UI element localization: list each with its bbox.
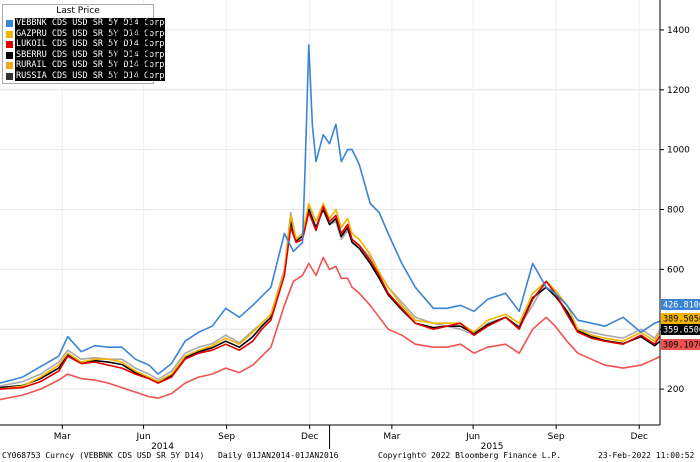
series-line-3 <box>0 208 661 389</box>
footer-range: Daily 01JAN2014-01JAN2016 <box>218 451 339 460</box>
x-tick-label: Jun <box>136 432 151 442</box>
last-value-tag <box>661 324 700 335</box>
last-value-tag <box>661 339 700 350</box>
legend-swatch-gazpru <box>6 30 13 38</box>
legend-swatch-rurail <box>6 62 13 69</box>
legend-item-lukoil: LUKOIL CDS USD SR 5Y D14 Corp 377.2300 <box>5 39 166 50</box>
last-value-tag-label: 309.1070 <box>663 341 700 351</box>
y-tick-label: 1200 <box>667 86 690 96</box>
x-year-label: 2014 <box>151 442 174 449</box>
legend-title: Last Price <box>56 6 100 16</box>
footer-timestamp: 23-Feb-2022 11:00:52 <box>598 451 695 460</box>
legend-name-vebbnk: VEBBNK CDS USD SR 5Y D14 Corp <box>15 18 166 29</box>
series-line-2 <box>0 205 661 390</box>
x-tick-label: Mar <box>383 432 400 442</box>
legend-swatch-sberru <box>6 51 13 59</box>
series-line-1 <box>0 202 661 390</box>
legend-swatch-lukoil <box>6 41 13 48</box>
legend-item-russia: RUSSIA CDS USD SR 5Y D14 Corp 309.1070 <box>5 70 166 81</box>
series-line-0 <box>0 44 661 384</box>
last-value-tag-label: 359.6500 <box>663 326 700 336</box>
legend-name-sberru: SBERRU CDS USD SR 5Y D14 Corp <box>15 49 166 60</box>
footer-copyright: Copyright© 2022 Bloomberg Finance L.P. <box>378 451 562 460</box>
legend-swatch-vebbnk <box>6 20 13 27</box>
x-year-label: 2015 <box>481 442 504 449</box>
y-tick-label: 1000 <box>667 146 690 156</box>
legend-item-gazpru: GAZPRU CDS USD SR 5Y D14 Corp 389.5050 <box>5 28 166 39</box>
series-lines <box>0 44 661 401</box>
legend-item-sberru: SBERRU CDS USD SR 5Y D14 Corp 359.6500 <box>5 49 166 60</box>
last-value-tag-label: 389.5050 <box>663 315 700 325</box>
y-tick-label: 800 <box>667 206 684 216</box>
y-tick-label: 600 <box>667 265 684 275</box>
x-tick-label: Sep <box>548 432 565 442</box>
legend-item-rurail: RURAIL CDS USD SR 5Y D14 Corp 397.4650 <box>5 60 166 71</box>
footer-ticker: CY068753 Curncy (VEBBNK CDS USD SR 5Y D1… <box>2 451 205 460</box>
legend-value-vebbnk: 426.8100 <box>110 18 151 28</box>
last-value-tag <box>661 313 700 324</box>
x-tick-label: Mar <box>54 432 71 442</box>
y-tick-label: 200 <box>667 385 684 395</box>
legend-name-rurail: RURAIL CDS USD SR 5Y D14 Corp <box>15 60 166 71</box>
x-tick-label: Jun <box>465 432 480 442</box>
legend-swatch-russia <box>6 72 13 80</box>
series-line-5 <box>0 256 661 401</box>
x-tick-label: Dec <box>631 432 648 442</box>
legend: Last Price VEBBNK CDS USD SR 5Y D14 Corp… <box>2 4 166 84</box>
x-tick-label: Dec <box>301 432 318 442</box>
legend-value-lukoil: 377.2300 <box>110 39 151 49</box>
legend-value-rurail: 397.4650 <box>110 60 151 70</box>
y-tick-label: 1400 <box>667 26 690 36</box>
legend-value-sberru: 359.6500 <box>110 49 151 60</box>
last-value-tag <box>661 299 700 310</box>
legend-value-gazpru: 389.5050 <box>110 28 151 39</box>
x-axis-ticks: Mar Jun Sep Dec Mar Jun Sep Dec 2014 2015 <box>54 425 648 449</box>
legend-name-lukoil: LUKOIL CDS USD SR 5Y D14 Corp <box>15 39 166 50</box>
legend-value-russia: 309.1070 <box>110 70 151 81</box>
last-value-tag-label: 426.8100 <box>663 301 700 311</box>
legend-item-vebbnk: VEBBNK CDS USD SR 5Y D14 Corp 426.8100 <box>5 18 166 29</box>
x-tick-label: Sep <box>218 432 235 442</box>
legend-name-gazpru: GAZPRU CDS USD SR 5Y D14 Corp <box>15 28 166 39</box>
legend-name-russia: RUSSIA CDS USD SR 5Y D14 Corp <box>15 70 166 81</box>
footer: CY068753 Curncy (VEBBNK CDS USD SR 5Y D1… <box>0 449 700 462</box>
